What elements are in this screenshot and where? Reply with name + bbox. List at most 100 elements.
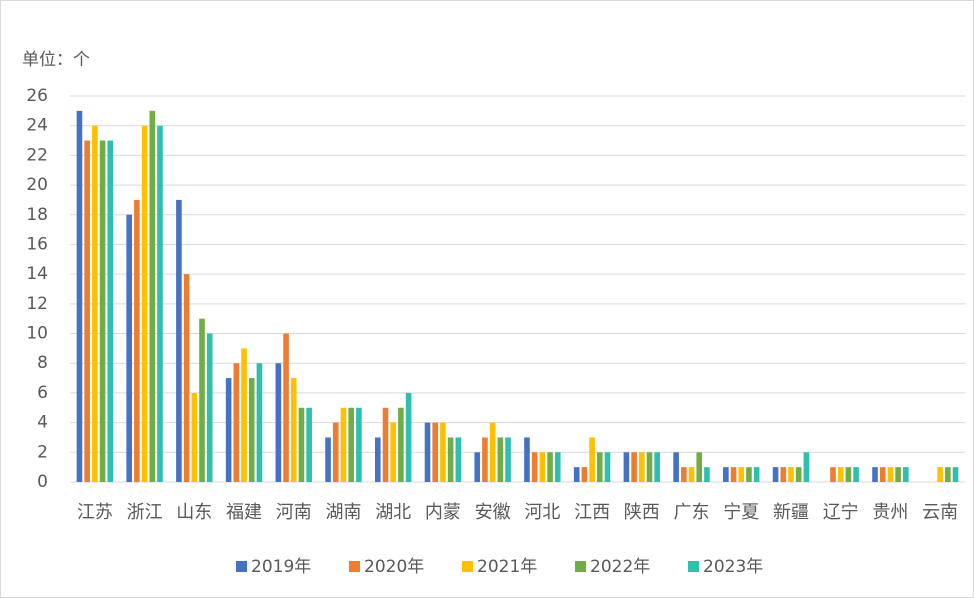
bar bbox=[895, 467, 901, 482]
bar bbox=[92, 125, 98, 482]
bar bbox=[596, 452, 603, 482]
legend-label: 2020年 bbox=[364, 557, 424, 577]
legend-label: 2019年 bbox=[251, 557, 311, 577]
x-tick-label: 浙江 bbox=[127, 502, 163, 523]
x-tick-label: 云南 bbox=[922, 502, 958, 523]
bar bbox=[405, 392, 412, 482]
x-tick-label: 湖北 bbox=[375, 502, 411, 523]
bar bbox=[853, 467, 859, 482]
bar bbox=[283, 333, 289, 482]
bar bbox=[191, 392, 198, 482]
bar bbox=[290, 378, 297, 482]
bar bbox=[107, 140, 114, 483]
bar bbox=[803, 452, 810, 482]
bar bbox=[646, 452, 653, 482]
bar bbox=[199, 318, 205, 482]
bar bbox=[723, 467, 729, 482]
x-tick-label: 河南 bbox=[276, 502, 312, 523]
bar bbox=[903, 467, 909, 482]
bar bbox=[356, 407, 362, 482]
bar bbox=[704, 467, 710, 482]
bar bbox=[382, 407, 389, 482]
y-tick-label: 20 bbox=[26, 175, 48, 195]
y-tick-label: 4 bbox=[37, 413, 48, 433]
bar bbox=[738, 467, 745, 482]
bar bbox=[730, 467, 737, 482]
bar bbox=[539, 452, 546, 482]
bar bbox=[474, 452, 481, 482]
bar bbox=[937, 467, 943, 482]
bar bbox=[753, 467, 760, 482]
x-tick-label: 贵州 bbox=[872, 502, 908, 523]
bar bbox=[688, 467, 695, 482]
legend-label: 2021年 bbox=[477, 557, 537, 577]
bar bbox=[126, 214, 132, 482]
bar bbox=[256, 363, 263, 482]
bar bbox=[795, 467, 802, 482]
bar bbox=[746, 467, 752, 482]
x-tick-label: 山东 bbox=[176, 502, 212, 523]
legend-swatch bbox=[236, 561, 247, 572]
bar bbox=[340, 407, 347, 482]
bar bbox=[589, 437, 595, 482]
bar bbox=[99, 140, 106, 483]
bar bbox=[348, 407, 354, 482]
bar bbox=[325, 437, 331, 482]
bar bbox=[952, 467, 959, 482]
bar bbox=[945, 467, 951, 482]
y-tick-label: 16 bbox=[26, 234, 48, 254]
x-tick-label: 福建 bbox=[226, 502, 262, 523]
bar bbox=[631, 452, 637, 482]
bar bbox=[432, 422, 439, 482]
bar bbox=[134, 199, 140, 482]
bar bbox=[482, 437, 488, 482]
bar bbox=[275, 363, 282, 482]
bar bbox=[581, 467, 588, 482]
y-tick-label: 8 bbox=[37, 353, 48, 373]
y-tick-label: 22 bbox=[26, 145, 48, 165]
legend-swatch bbox=[349, 561, 360, 572]
bar bbox=[157, 125, 163, 482]
bar bbox=[788, 467, 794, 482]
bar bbox=[206, 333, 213, 482]
x-tick-label: 辽宁 bbox=[823, 502, 859, 523]
bar bbox=[455, 437, 462, 482]
x-tick-label: 陕西 bbox=[624, 502, 660, 523]
bar bbox=[639, 452, 645, 482]
bar bbox=[505, 437, 511, 482]
x-tick-label: 河北 bbox=[524, 502, 560, 523]
bar bbox=[696, 452, 703, 482]
bar bbox=[424, 422, 431, 482]
bar bbox=[497, 437, 504, 482]
bar bbox=[332, 422, 339, 482]
x-tick-label: 湖南 bbox=[325, 502, 361, 523]
bar bbox=[225, 378, 232, 482]
legend-swatch bbox=[575, 561, 586, 572]
bar bbox=[531, 452, 538, 482]
bar bbox=[524, 437, 530, 482]
bar bbox=[654, 452, 661, 482]
y-tick-label: 26 bbox=[26, 86, 48, 106]
bar bbox=[604, 452, 611, 482]
bar bbox=[241, 348, 247, 482]
bar bbox=[489, 422, 496, 482]
bar bbox=[390, 422, 396, 482]
bar bbox=[887, 467, 894, 482]
bar bbox=[872, 467, 878, 482]
bar bbox=[447, 437, 454, 482]
bar bbox=[298, 407, 305, 482]
y-tick-label: 0 bbox=[37, 472, 48, 492]
bar bbox=[398, 407, 404, 482]
bar bbox=[547, 452, 553, 482]
bar bbox=[306, 407, 312, 482]
y-tick-label: 6 bbox=[37, 383, 48, 403]
bar bbox=[248, 378, 255, 482]
bar bbox=[141, 125, 148, 482]
x-tick-label: 江苏 bbox=[77, 502, 113, 523]
y-axis-label: 单位：个 bbox=[22, 50, 90, 70]
bar bbox=[84, 140, 90, 483]
y-tick-label: 14 bbox=[26, 264, 48, 284]
bar bbox=[879, 467, 886, 482]
bar bbox=[837, 467, 844, 482]
